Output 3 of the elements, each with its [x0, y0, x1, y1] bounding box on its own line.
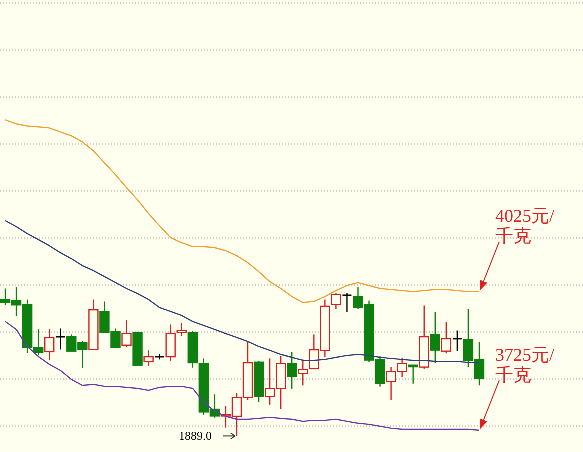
annotation: 4025元/千克 [495, 206, 556, 246]
annotation: 1889.0 [178, 429, 212, 444]
annotation: 3725元/千克 [495, 344, 556, 385]
